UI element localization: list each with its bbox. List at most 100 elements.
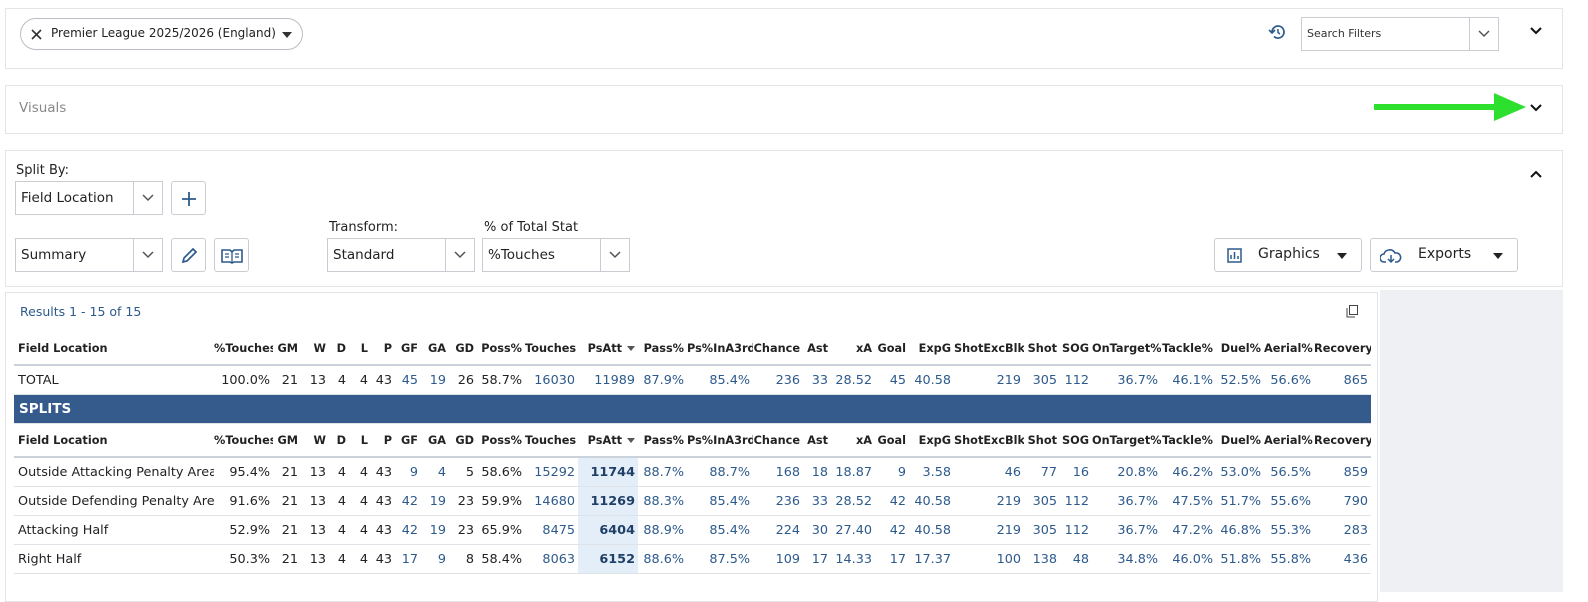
row-label: Outside Attacking Penalty Area <box>14 457 214 487</box>
add-split-button[interactable] <box>171 181 206 215</box>
column-header[interactable]: Field Location <box>14 423 214 458</box>
column-header[interactable]: L <box>349 332 371 366</box>
column-header[interactable]: Aerial% <box>1264 332 1314 366</box>
dropdown[interactable] <box>445 239 474 271</box>
cell: 53.0% <box>1216 457 1264 487</box>
cell: 77 <box>1024 457 1060 487</box>
column-header[interactable]: %Touches <box>214 332 273 366</box>
column-header[interactable]: W <box>301 423 329 458</box>
league-chip[interactable]: Premier League 2025/2026 (England) <box>20 18 303 50</box>
column-header[interactable]: Aerial% <box>1264 423 1314 458</box>
column-header[interactable]: Recovery <box>1314 332 1371 366</box>
column-header[interactable]: GF <box>395 332 421 366</box>
column-header[interactable]: Duel% <box>1216 332 1264 366</box>
view-select[interactable]: Summary <box>15 238 163 272</box>
cell: 88.7% <box>687 457 753 487</box>
column-header[interactable]: GF <box>395 423 421 458</box>
cell: 4 <box>329 365 349 395</box>
history-icon[interactable] <box>1268 23 1286 41</box>
data-row: Outside Defending Penalty Area 91.6% 21 13 4… <box>14 486 1371 516</box>
column-header[interactable]: xA <box>831 423 875 458</box>
column-header[interactable]: Touches <box>525 332 578 366</box>
column-header[interactable]: GD <box>449 423 477 458</box>
column-header[interactable]: Recovery <box>1314 423 1371 458</box>
exports-button[interactable]: Exports <box>1370 238 1518 272</box>
column-header[interactable]: Goal <box>875 332 909 366</box>
transform-select[interactable]: Standard <box>327 238 475 272</box>
column-header[interactable]: GD <box>449 332 477 366</box>
collapse-toggle[interactable] <box>1530 170 1542 178</box>
column-header[interactable]: Ast <box>803 332 831 366</box>
column-header[interactable]: Goal <box>875 423 909 458</box>
graphics-button[interactable]: Graphics <box>1214 238 1362 272</box>
column-header[interactable]: Poss% <box>477 332 525 366</box>
dropdown[interactable] <box>133 182 162 214</box>
dropdown[interactable] <box>1469 18 1498 50</box>
cell: 87.5% <box>687 544 753 574</box>
cell: 17 <box>875 544 909 574</box>
cell: 4 <box>329 457 349 487</box>
column-header[interactable]: ExpG <box>909 423 954 458</box>
dropdown[interactable] <box>133 239 162 271</box>
column-header[interactable]: Shot <box>1024 423 1060 458</box>
column-header[interactable]: D <box>329 423 349 458</box>
cell: 20.8% <box>1092 457 1161 487</box>
column-header[interactable]: Chance <box>753 423 803 458</box>
column-header[interactable]: OnTarget% <box>1092 423 1161 458</box>
column-header[interactable]: xA <box>831 332 875 366</box>
cell: 21 <box>273 486 301 516</box>
column-header[interactable]: SOG <box>1060 423 1092 458</box>
column-header[interactable]: Ast <box>803 423 831 458</box>
column-header[interactable]: W <box>301 332 329 366</box>
column-header[interactable]: GA <box>421 332 449 366</box>
column-header[interactable]: ShotExcBlk <box>954 332 1024 366</box>
column-header[interactable]: PsAtt <box>578 423 638 458</box>
cell: 88.6% <box>638 544 687 574</box>
remove-icon[interactable] <box>31 29 42 40</box>
column-header[interactable]: Ps%InA3rd <box>687 423 753 458</box>
column-header[interactable]: Pass% <box>638 332 687 366</box>
column-header[interactable]: ExpG <box>909 332 954 366</box>
column-header[interactable]: Tackle% <box>1161 332 1216 366</box>
copy-icon[interactable] <box>1346 305 1358 318</box>
column-header[interactable]: PsAtt <box>578 332 638 366</box>
column-header[interactable]: Chance <box>753 332 803 366</box>
column-header[interactable]: D <box>329 332 349 366</box>
cell: 36.7% <box>1092 486 1161 516</box>
button-label: Exports <box>1418 246 1472 262</box>
column-header[interactable]: ShotExcBlk <box>954 423 1024 458</box>
select-value: %Touches <box>488 247 555 263</box>
column-header[interactable]: OnTarget% <box>1092 332 1161 366</box>
glossary-button[interactable] <box>214 238 249 272</box>
column-header[interactable]: Touches <box>525 423 578 458</box>
edit-button[interactable] <box>171 238 206 272</box>
collapse-toggle[interactable] <box>1530 27 1542 35</box>
column-header[interactable]: Tackle% <box>1161 423 1216 458</box>
column-header[interactable]: GM <box>273 423 301 458</box>
column-header[interactable]: L <box>349 423 371 458</box>
column-header[interactable]: GA <box>421 423 449 458</box>
cell: 283 <box>1314 515 1371 545</box>
column-header[interactable]: Shot <box>1024 332 1060 366</box>
column-header[interactable]: GM <box>273 332 301 366</box>
column-header[interactable]: %Touches <box>214 423 273 458</box>
cell: 85.4% <box>687 515 753 545</box>
select-value: Summary <box>21 247 87 263</box>
column-header[interactable]: SOG <box>1060 332 1092 366</box>
column-header[interactable]: P <box>371 332 395 366</box>
split-by-select[interactable]: Field Location <box>15 181 163 215</box>
total-stat-select[interactable]: %Touches <box>482 238 630 272</box>
search-filters[interactable]: Search Filters <box>1301 17 1499 51</box>
expand-toggle[interactable] <box>1530 104 1542 112</box>
cell: 21 <box>273 515 301 545</box>
cell: 100.0% <box>214 365 273 395</box>
cell: 13 <box>301 365 329 395</box>
column-header[interactable]: Poss% <box>477 423 525 458</box>
column-header[interactable]: Field Location <box>14 332 214 366</box>
column-header[interactable]: P <box>371 423 395 458</box>
filter-panel: Premier League 2025/2026 (England) Searc… <box>5 8 1563 69</box>
column-header[interactable]: Pass% <box>638 423 687 458</box>
column-header[interactable]: Duel% <box>1216 423 1264 458</box>
dropdown[interactable] <box>600 239 629 271</box>
column-header[interactable]: Ps%InA3rd <box>687 332 753 366</box>
